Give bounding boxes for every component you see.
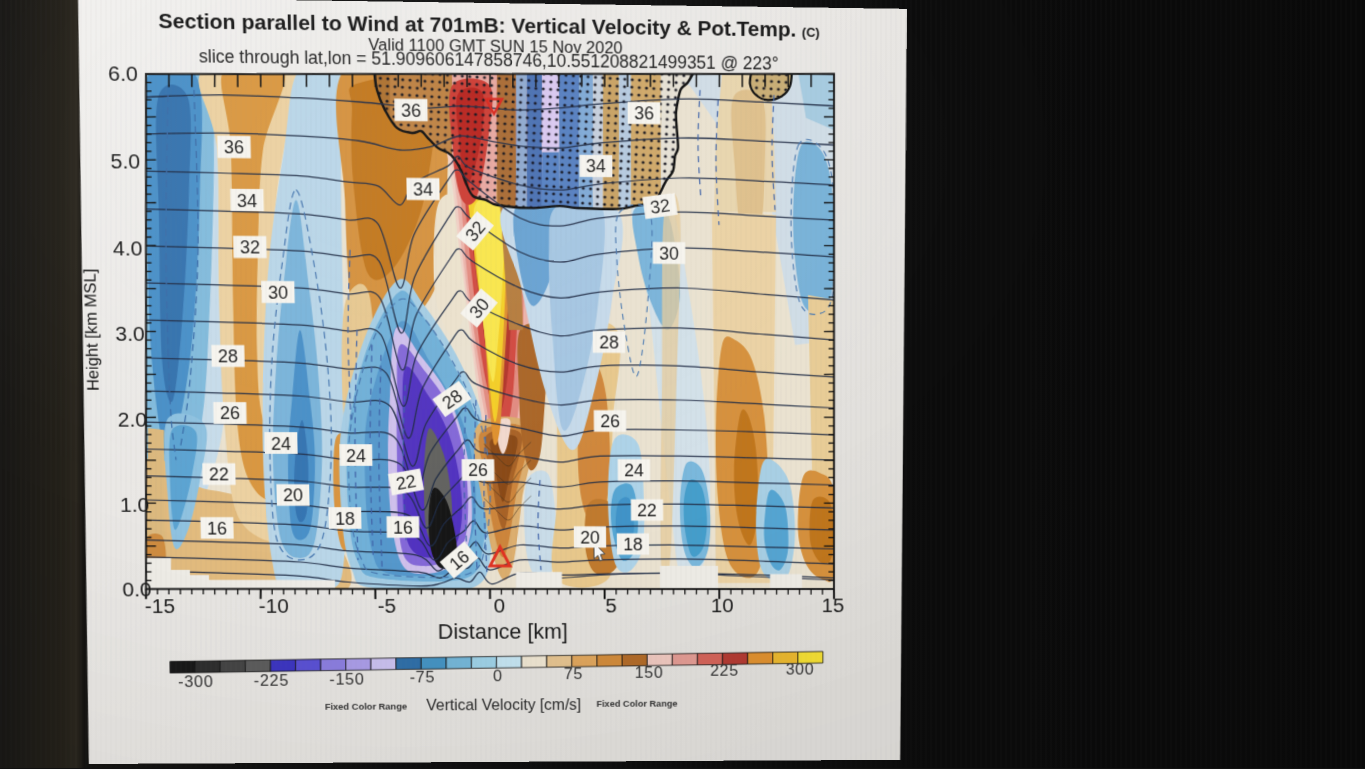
svg-text:Distance [km]: Distance [km]	[438, 619, 568, 644]
svg-text:-75: -75	[410, 668, 436, 686]
svg-text:32: 32	[240, 237, 261, 258]
svg-text:15: 15	[822, 593, 844, 616]
svg-text:36: 36	[224, 137, 245, 158]
svg-text:150: 150	[635, 664, 664, 682]
svg-text:18: 18	[335, 508, 355, 528]
svg-text:36: 36	[634, 103, 654, 124]
svg-text:34: 34	[586, 156, 606, 177]
svg-text:34: 34	[413, 179, 433, 200]
svg-text:30: 30	[268, 282, 288, 303]
svg-text:30: 30	[659, 243, 679, 263]
svg-text:26: 26	[600, 411, 620, 431]
svg-text:24: 24	[271, 433, 291, 453]
svg-text:34: 34	[237, 190, 258, 211]
svg-text:26: 26	[220, 403, 240, 423]
svg-text:Fixed Color Range: Fixed Color Range	[325, 702, 408, 713]
svg-text:75: 75	[564, 665, 583, 683]
svg-text:36: 36	[401, 100, 421, 121]
svg-text:20: 20	[580, 527, 600, 547]
svg-text:-150: -150	[329, 670, 365, 688]
svg-text:Vertical Velocity [cm/s]: Vertical Velocity [cm/s]	[426, 697, 581, 714]
svg-text:300: 300	[786, 661, 814, 679]
svg-text:10: 10	[711, 594, 734, 617]
svg-text:0: 0	[493, 594, 505, 618]
svg-text:22: 22	[209, 464, 229, 484]
svg-text:5.0: 5.0	[110, 148, 140, 173]
svg-text:24: 24	[624, 460, 644, 480]
svg-text:22: 22	[637, 500, 657, 520]
svg-text:20: 20	[283, 485, 303, 505]
svg-text:Fixed Color Range: Fixed Color Range	[596, 699, 678, 710]
svg-text:4.0: 4.0	[113, 236, 143, 261]
svg-text:22: 22	[394, 471, 417, 494]
svg-text:Height [km MSL]: Height [km MSL]	[80, 269, 102, 391]
svg-text:-10: -10	[258, 594, 289, 618]
svg-text:28: 28	[599, 332, 619, 352]
svg-text:18: 18	[623, 534, 643, 554]
svg-text:5: 5	[605, 594, 617, 617]
svg-text:-15: -15	[145, 594, 176, 618]
svg-text:-225: -225	[254, 672, 290, 690]
svg-text:-5: -5	[377, 594, 396, 618]
svg-text:26: 26	[468, 460, 488, 480]
svg-text:32: 32	[649, 195, 671, 218]
svg-text:1.0: 1.0	[120, 493, 150, 517]
svg-text:0: 0	[493, 667, 503, 685]
svg-text:16: 16	[393, 517, 413, 537]
svg-text:3.0: 3.0	[115, 322, 145, 346]
svg-text:2.0: 2.0	[117, 408, 147, 432]
svg-text:-300: -300	[178, 673, 214, 691]
svg-text:28: 28	[218, 346, 239, 366]
svg-text:225: 225	[710, 662, 739, 680]
svg-text:24: 24	[346, 445, 366, 465]
svg-text:16: 16	[207, 518, 227, 538]
svg-text:6.0: 6.0	[108, 61, 138, 86]
